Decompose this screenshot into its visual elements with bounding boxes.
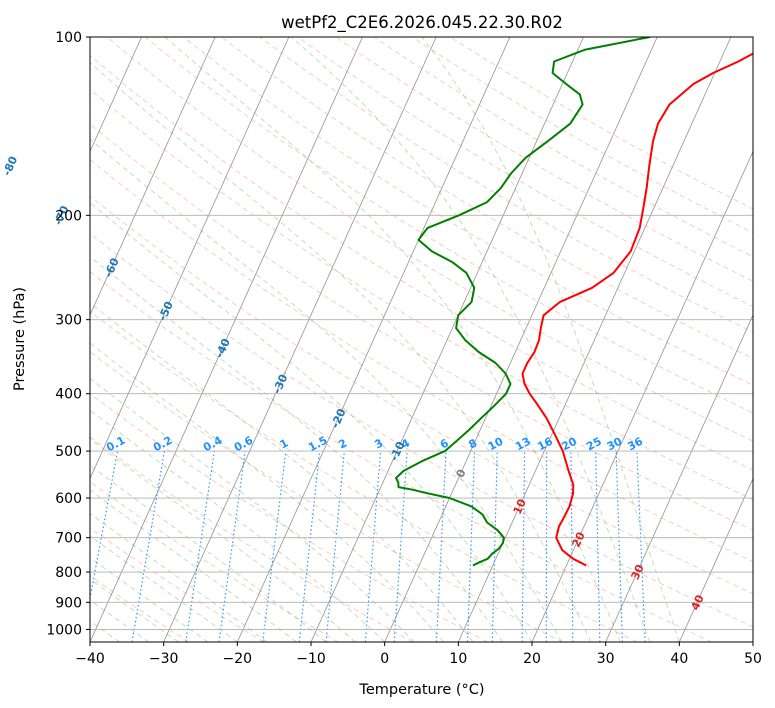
y-tick-label: 200 <box>55 208 82 224</box>
dry-adiabat-line <box>90 232 753 628</box>
y-tick-label: 900 <box>55 595 82 611</box>
isotherm-line <box>605 313 753 642</box>
isotherm-label: 40 <box>689 593 707 613</box>
x-tick-label: −20 <box>223 651 253 667</box>
moist-adiabat-line <box>90 302 474 642</box>
isotherm-line <box>163 37 437 642</box>
mixing-ratio-label: 20 <box>559 435 579 454</box>
isotherm-label: 30 <box>629 562 647 582</box>
mixing-ratio-line <box>218 451 246 642</box>
mixing-ratio-line <box>131 451 165 642</box>
moist-adiabat-line <box>90 578 179 642</box>
x-tick-label: 10 <box>449 651 467 667</box>
dry-adiabat-line <box>373 37 753 258</box>
dry-adiabat-line <box>90 158 753 563</box>
y-tick-label: 600 <box>55 491 82 507</box>
dry-adiabat-line <box>90 527 264 642</box>
mixing-ratio-line <box>185 451 215 642</box>
profile-series <box>395 37 753 567</box>
moist-adiabat-line <box>90 535 238 642</box>
dry-adiabat-line <box>335 37 753 282</box>
moist-adiabat-line <box>90 342 444 642</box>
isotherm-label: 10 <box>511 497 529 517</box>
mixing-ratio-label: 13 <box>513 435 533 454</box>
chart-title: wetPf2_C2E6.2026.045.22.30.R02 <box>281 13 563 33</box>
x-tick-label: 50 <box>744 651 762 667</box>
moist-adiabat-line <box>421 37 680 642</box>
y-tick-label: 400 <box>55 387 82 403</box>
dry-adiabat-line <box>90 88 753 501</box>
dry-adiabat-line <box>90 195 753 595</box>
mixing-ratio-label: 10 <box>486 435 506 454</box>
dry-adiabat-line <box>221 37 753 360</box>
mixing-ratio-label: 25 <box>584 435 604 454</box>
x-tick-label: −30 <box>149 651 179 667</box>
moist-adiabat-line <box>90 438 356 642</box>
x-tick-label: −40 <box>75 651 105 667</box>
dry-adiabat-line <box>90 310 638 642</box>
dry-adiabat-line <box>450 37 753 210</box>
mixing-ratio-line <box>90 451 119 602</box>
dry-adiabat-line <box>90 123 753 531</box>
moist-adiabat-line <box>164 37 621 642</box>
y-axis-label: Pressure (hPa) <box>12 287 28 391</box>
y-tick-label: 100 <box>55 30 82 46</box>
moist-adiabat-line <box>90 256 503 642</box>
y-tick-label: 1000 <box>46 622 82 638</box>
isotherm-label: 20 <box>570 530 588 550</box>
y-tick-label: 500 <box>55 444 82 460</box>
x-axis-ticks: −40 −30 −20 −10 0 10 20 30 40 50 <box>75 642 762 667</box>
isotherm-line <box>90 37 216 316</box>
isotherm-line <box>531 150 753 642</box>
y-tick-label: 800 <box>55 565 82 581</box>
dewpoint-profile-line <box>395 37 651 567</box>
isotherm-line <box>90 37 363 642</box>
plot-frame <box>89 36 754 643</box>
x-tick-label: 0 <box>380 651 389 667</box>
y-axis-ticks: 100 200 300 400 500 600 700 800 900 1000 <box>46 30 90 638</box>
moist-adiabat-line <box>90 409 386 642</box>
moist-adiabat-line <box>90 138 562 642</box>
dry-adiabat-line <box>90 436 414 642</box>
x-tick-label: 20 <box>523 651 541 667</box>
isotherm-line <box>310 37 584 642</box>
moist-adiabat-line <box>291 37 651 642</box>
mixing-ratio-label: 30 <box>605 435 625 454</box>
moist-adiabat-line <box>90 61 592 642</box>
x-axis-label: Temperature (°C) <box>358 682 484 698</box>
mixing-ratio-label: 36 <box>625 435 645 454</box>
isotherm-line <box>384 37 658 642</box>
background-lines <box>90 37 753 642</box>
moist-adiabat-line <box>90 377 415 642</box>
x-tick-label: −10 <box>296 651 326 667</box>
moist-adiabat-line <box>90 464 326 642</box>
temperature-profile-line <box>521 52 753 567</box>
moist-adiabat-line <box>90 557 209 642</box>
moist-adiabat-line <box>90 202 533 642</box>
y-tick-label: 300 <box>55 313 82 329</box>
isotherm-line <box>678 477 753 642</box>
x-tick-label: 30 <box>597 651 615 667</box>
isotherm-line <box>90 37 142 153</box>
mixing-ratio-line <box>262 451 287 642</box>
dry-adiabat-line <box>90 481 339 642</box>
dry-adiabat-line <box>183 37 753 386</box>
isotherm-line <box>236 37 511 642</box>
mixing-ratio-label: 16 <box>535 435 555 454</box>
x-tick-label: 40 <box>670 651 688 667</box>
dry-adiabat-line <box>90 271 712 642</box>
y-tick-label: 700 <box>55 531 82 547</box>
isotherm-line <box>90 37 290 480</box>
